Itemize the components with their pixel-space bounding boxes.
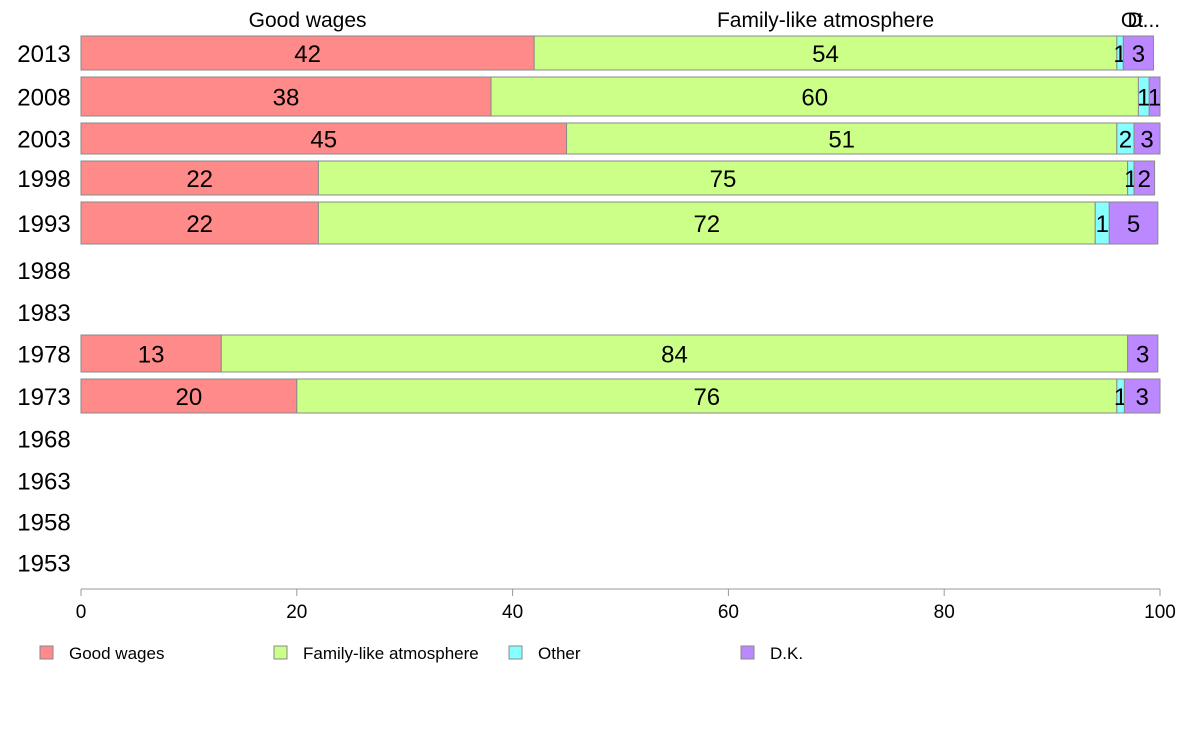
category-label-1998: 1998 — [17, 166, 70, 193]
data-label-1998-good-wages: 22 — [186, 166, 213, 193]
top-label-family-like-atmosphere: Family-like atmosphere — [717, 9, 934, 32]
data-label-1993-d-k-: 5 — [1127, 211, 1140, 238]
bar-1998-d-k- — [1133, 160, 1156, 196]
legend: Good wages Family-like atmosphere Other D.K… — [39, 644, 803, 663]
data-label-2013-d-k-: 3 — [1132, 41, 1145, 68]
category-label-1983: 1983 — [17, 300, 70, 327]
legend-label-good-wages: Good wages — [69, 644, 164, 663]
top-label-other: Ot — [1121, 9, 1143, 32]
data-label-1978-family-like-atmosphere: 84 — [661, 342, 688, 369]
data-label-1998-d-k-: 2 — [1138, 166, 1151, 193]
bar-2008-family-like-atmosphere — [490, 76, 1139, 117]
data-label-2003-other: 2 — [1119, 127, 1132, 154]
category-label-1973: 1973 — [17, 384, 70, 411]
bar-1993-good-wages — [80, 201, 319, 245]
bar-1998-family-like-atmosphere — [317, 160, 1129, 196]
category-label-1958: 1958 — [17, 510, 70, 537]
category-label-1968: 1968 — [17, 427, 70, 454]
category-label-2013: 2013 — [17, 41, 70, 68]
bar-2013-d-k- — [1122, 35, 1155, 71]
x-tick-label-0: 0 — [76, 602, 87, 623]
legend-swatch-d-k- — [740, 645, 755, 660]
data-label-1973-family-like-atmosphere: 76 — [693, 384, 720, 411]
legend-swatch-good-wages — [39, 645, 54, 660]
x-tick-label-20: 20 — [286, 602, 307, 623]
data-label-1978-d-k-: 3 — [1136, 342, 1149, 369]
category-label-2003: 2003 — [17, 127, 70, 154]
data-label-1973-d-k-: 3 — [1136, 384, 1149, 411]
x-tick-label-80: 80 — [934, 602, 955, 623]
bar-2013-family-like-atmosphere — [533, 35, 1118, 71]
data-label-2008-good-wages: 38 — [273, 85, 300, 112]
category-label-2008: 2008 — [17, 85, 70, 112]
legend-label-family-like-atmosphere: Family-like atmosphere — [303, 644, 479, 663]
category-label-1953: 1953 — [17, 551, 70, 578]
bar-2003-good-wages — [80, 122, 568, 155]
x-tick-label-40: 40 — [502, 602, 523, 623]
data-label-1978-good-wages: 13 — [138, 342, 165, 369]
data-label-2008-family-like-atmosphere: 60 — [801, 85, 828, 112]
bar-1993-family-like-atmosphere — [317, 201, 1096, 245]
bar-2003-family-like-atmosphere — [566, 122, 1118, 155]
data-label-1993-good-wages: 22 — [186, 211, 213, 238]
top-label-good-wages: Good wages — [249, 9, 367, 32]
data-label-1993-family-like-atmosphere: 72 — [693, 211, 720, 238]
bar-1973-d-k- — [1123, 378, 1161, 414]
data-label-1998-family-like-atmosphere: 75 — [710, 166, 737, 193]
bar-2008-d-k- — [1148, 76, 1161, 117]
category-label-1993: 1993 — [17, 211, 70, 238]
x-axis: 0 20 40 60 80 100 — [76, 588, 1176, 623]
data-label-1973-good-wages: 20 — [176, 384, 203, 411]
bar-2008-good-wages — [80, 76, 492, 117]
x-tick-label-100: 100 — [1144, 602, 1176, 623]
category-label-1978: 1978 — [17, 342, 70, 369]
category-labels: 2013 2008 2003 1998 1993 1988 1983 1978 1973 1968… — [17, 41, 70, 578]
top-label-d-k-: D... — [1127, 9, 1160, 32]
bar-2003-d-k- — [1133, 122, 1161, 155]
bar-1978-d-k- — [1127, 334, 1159, 373]
data-label-1993-other: 1 — [1096, 211, 1109, 238]
bar-1993-d-k- — [1108, 201, 1159, 245]
data-label-2003-good-wages: 45 — [310, 127, 337, 154]
bar-1973-good-wages — [80, 378, 298, 414]
data-label-2008-d-k-: 1 — [1148, 85, 1161, 112]
legend-swatch-family-like-atmosphere — [273, 645, 288, 660]
bar-1973-family-like-atmosphere — [296, 378, 1118, 414]
legend-swatch-other — [508, 645, 523, 660]
top-series-labels: Good wages Family-like atmosphere OtD... — [249, 9, 1161, 32]
data-label-2013-family-like-atmosphere: 54 — [812, 41, 839, 68]
category-label-1988: 1988 — [17, 258, 70, 285]
x-tick-label-60: 60 — [718, 602, 739, 623]
bar-1978-family-like-atmosphere — [220, 334, 1129, 373]
data-label-2003-d-k-: 3 — [1140, 127, 1153, 154]
bar-1978-good-wages — [80, 334, 222, 373]
legend-label-d-k-: D.K. — [770, 644, 803, 663]
category-label-1963: 1963 — [17, 469, 70, 496]
bar-1998-good-wages — [80, 160, 319, 196]
data-label-2003-family-like-atmosphere: 51 — [828, 127, 855, 154]
data-label-2008-other: 1 — [1137, 85, 1150, 112]
legend-label-other: Other — [538, 644, 581, 663]
data-label-2013-good-wages: 42 — [294, 41, 321, 68]
